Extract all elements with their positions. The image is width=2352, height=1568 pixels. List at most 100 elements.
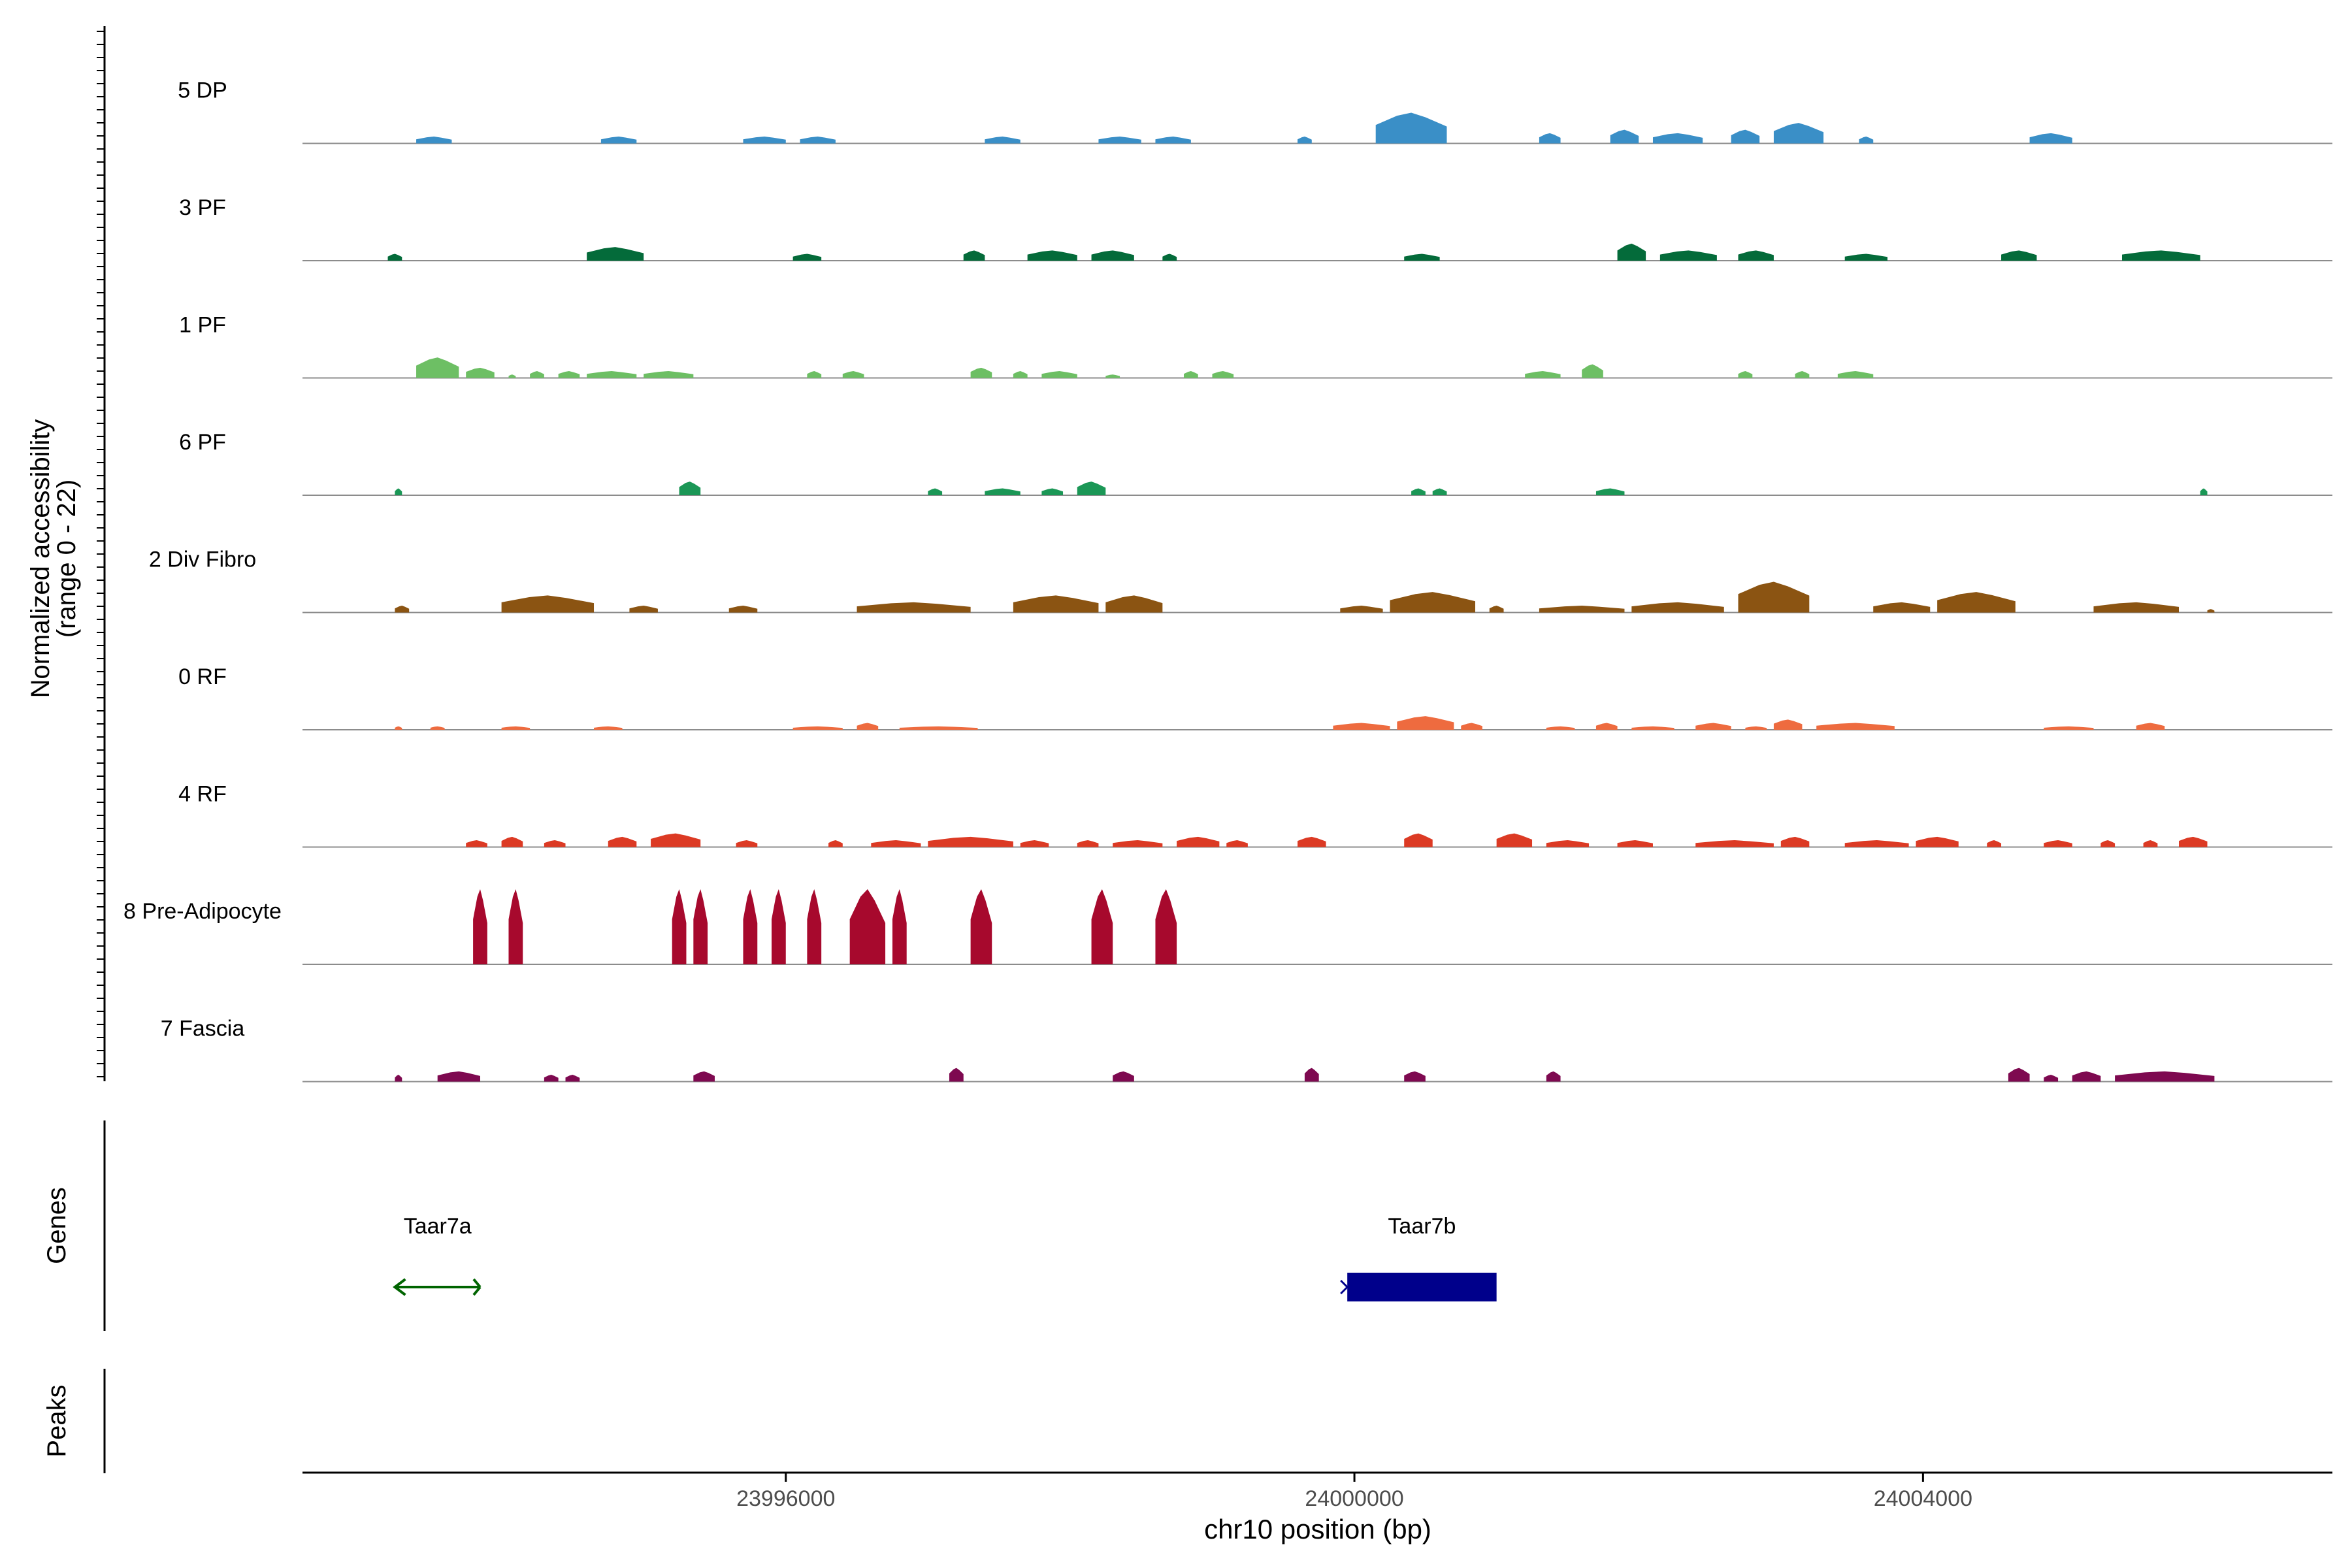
accessibility-peak	[1177, 836, 1220, 847]
accessibility-peak	[1098, 137, 1141, 144]
track-6-pf: 6 PF	[179, 430, 2332, 496]
accessibility-peak	[985, 488, 1021, 495]
accessibility-peak	[1610, 129, 1639, 144]
track-2-div-fibro: 2 Div Fibro	[149, 547, 2332, 613]
accessibility-peak	[1873, 602, 1931, 613]
accessibility-peak	[892, 889, 907, 964]
strand-arrow	[1340, 1279, 1349, 1295]
x-tick-label: 24004000	[1874, 1486, 1972, 1511]
y-axis-label-line2: (range 0 - 22)	[52, 480, 81, 638]
accessibility-peak	[608, 836, 637, 847]
accessibility-peak	[1659, 250, 1717, 261]
accessibility-peak	[1091, 889, 1113, 964]
accessibility-peak	[1546, 840, 1590, 847]
accessibility-peak	[899, 726, 978, 730]
accessibility-peak	[1013, 371, 1028, 378]
accessibility-peak	[558, 371, 580, 378]
track-4-rf: 4 RF	[178, 782, 2332, 848]
accessibility-peak	[672, 889, 687, 964]
accessibility-peak	[565, 1075, 580, 1082]
accessibility-peak	[1652, 133, 1703, 144]
accessibility-peak	[985, 137, 1021, 144]
accessibility-peak	[1844, 253, 1887, 261]
accessibility-peak	[1539, 133, 1561, 144]
accessibility-peak	[1745, 726, 1767, 730]
accessibility-peak	[501, 726, 531, 730]
genes-panel-label: Genes	[42, 1187, 71, 1264]
accessibility-peak	[430, 726, 445, 730]
gene-annotation-track: Taar7a Taar7b	[393, 1214, 1497, 1301]
accessibility-peak	[395, 606, 410, 613]
accessibility-peak	[2207, 609, 2215, 613]
gene-tail	[472, 1278, 482, 1288]
accessibility-peak	[970, 889, 992, 964]
accessibility-peak	[1411, 488, 1426, 495]
accessibility-peak	[1546, 726, 1575, 730]
accessibility-peak	[728, 606, 758, 613]
accessibility-peak	[736, 840, 758, 847]
accessibility-peak	[679, 482, 701, 495]
accessibility-peak	[1773, 719, 1803, 730]
track-label: 0 RF	[178, 664, 227, 689]
accessibility-peak	[587, 247, 644, 261]
track-8-pre-adipocyte: 8 Pre-Adipocyte	[123, 889, 2332, 965]
accessibility-peak	[600, 137, 637, 144]
accessibility-peak	[1695, 840, 1774, 847]
accessibility-peak	[1987, 840, 2002, 847]
accessibility-peak	[928, 836, 1013, 847]
accessibility-peak	[416, 357, 459, 378]
accessibility-peak	[1162, 253, 1177, 261]
accessibility-peak	[1298, 137, 1312, 144]
gene-tail	[472, 1286, 482, 1296]
accessibility-peak	[544, 840, 566, 847]
accessibility-peak	[1631, 726, 1674, 730]
gene-taar7b: Taar7b	[1340, 1214, 1497, 1301]
accessibility-peak	[2121, 250, 2200, 261]
accessibility-peak	[772, 889, 786, 964]
accessibility-peak	[1582, 364, 1603, 378]
accessibility-peak	[1304, 1068, 1319, 1082]
accessibility-peak	[1404, 833, 1433, 847]
accessibility-peak	[1738, 581, 1810, 613]
track-5-dp: 5 DP	[178, 78, 2332, 144]
accessibility-peak	[1105, 595, 1163, 613]
accessibility-peak	[1041, 488, 1064, 495]
accessibility-peak	[594, 726, 623, 730]
accessibility-peak	[530, 371, 544, 378]
accessibility-peak	[1155, 889, 1177, 964]
gene-label: Taar7b	[1388, 1214, 1456, 1239]
accessibility-peak	[2008, 1068, 2030, 1082]
track-label: 4 RF	[178, 782, 227, 807]
gene-body	[1347, 1273, 1497, 1301]
accessibility-peak	[1937, 592, 2016, 613]
accessibility-peak	[1539, 606, 1625, 613]
track-label: 3 PF	[179, 195, 226, 220]
accessibility-peak	[693, 1071, 715, 1082]
accessibility-peak	[508, 889, 523, 964]
accessibility-peak	[1780, 836, 1810, 847]
accessibility-peak	[387, 253, 402, 261]
accessibility-peak	[1595, 723, 1618, 730]
accessibility-peak	[1916, 836, 1959, 847]
accessibility-peak	[1461, 723, 1482, 730]
accessibility-peak	[501, 595, 595, 613]
accessibility-peak	[1113, 1071, 1134, 1082]
accessibility-peak	[1404, 1071, 1426, 1082]
accessibility-peak	[1773, 123, 1824, 144]
accessibility-peak	[1020, 840, 1049, 847]
accessibility-peak	[2115, 1071, 2215, 1082]
x-tick-label: 24000000	[1305, 1486, 1403, 1511]
accessibility-peak	[1155, 137, 1191, 144]
accessibility-peak	[2072, 1071, 2101, 1082]
strand-arrow	[393, 1278, 406, 1296]
accessibility-peak	[1183, 371, 1198, 378]
accessibility-peak	[2100, 840, 2115, 847]
accessibility-peak	[1390, 592, 1476, 613]
accessibility-peak	[1226, 840, 1248, 847]
accessibility-peak	[800, 137, 836, 144]
accessibility-peak	[807, 889, 822, 964]
accessibility-peak	[2029, 133, 2072, 144]
accessibility-peak	[1113, 840, 1163, 847]
accessibility-peak	[2143, 840, 2158, 847]
